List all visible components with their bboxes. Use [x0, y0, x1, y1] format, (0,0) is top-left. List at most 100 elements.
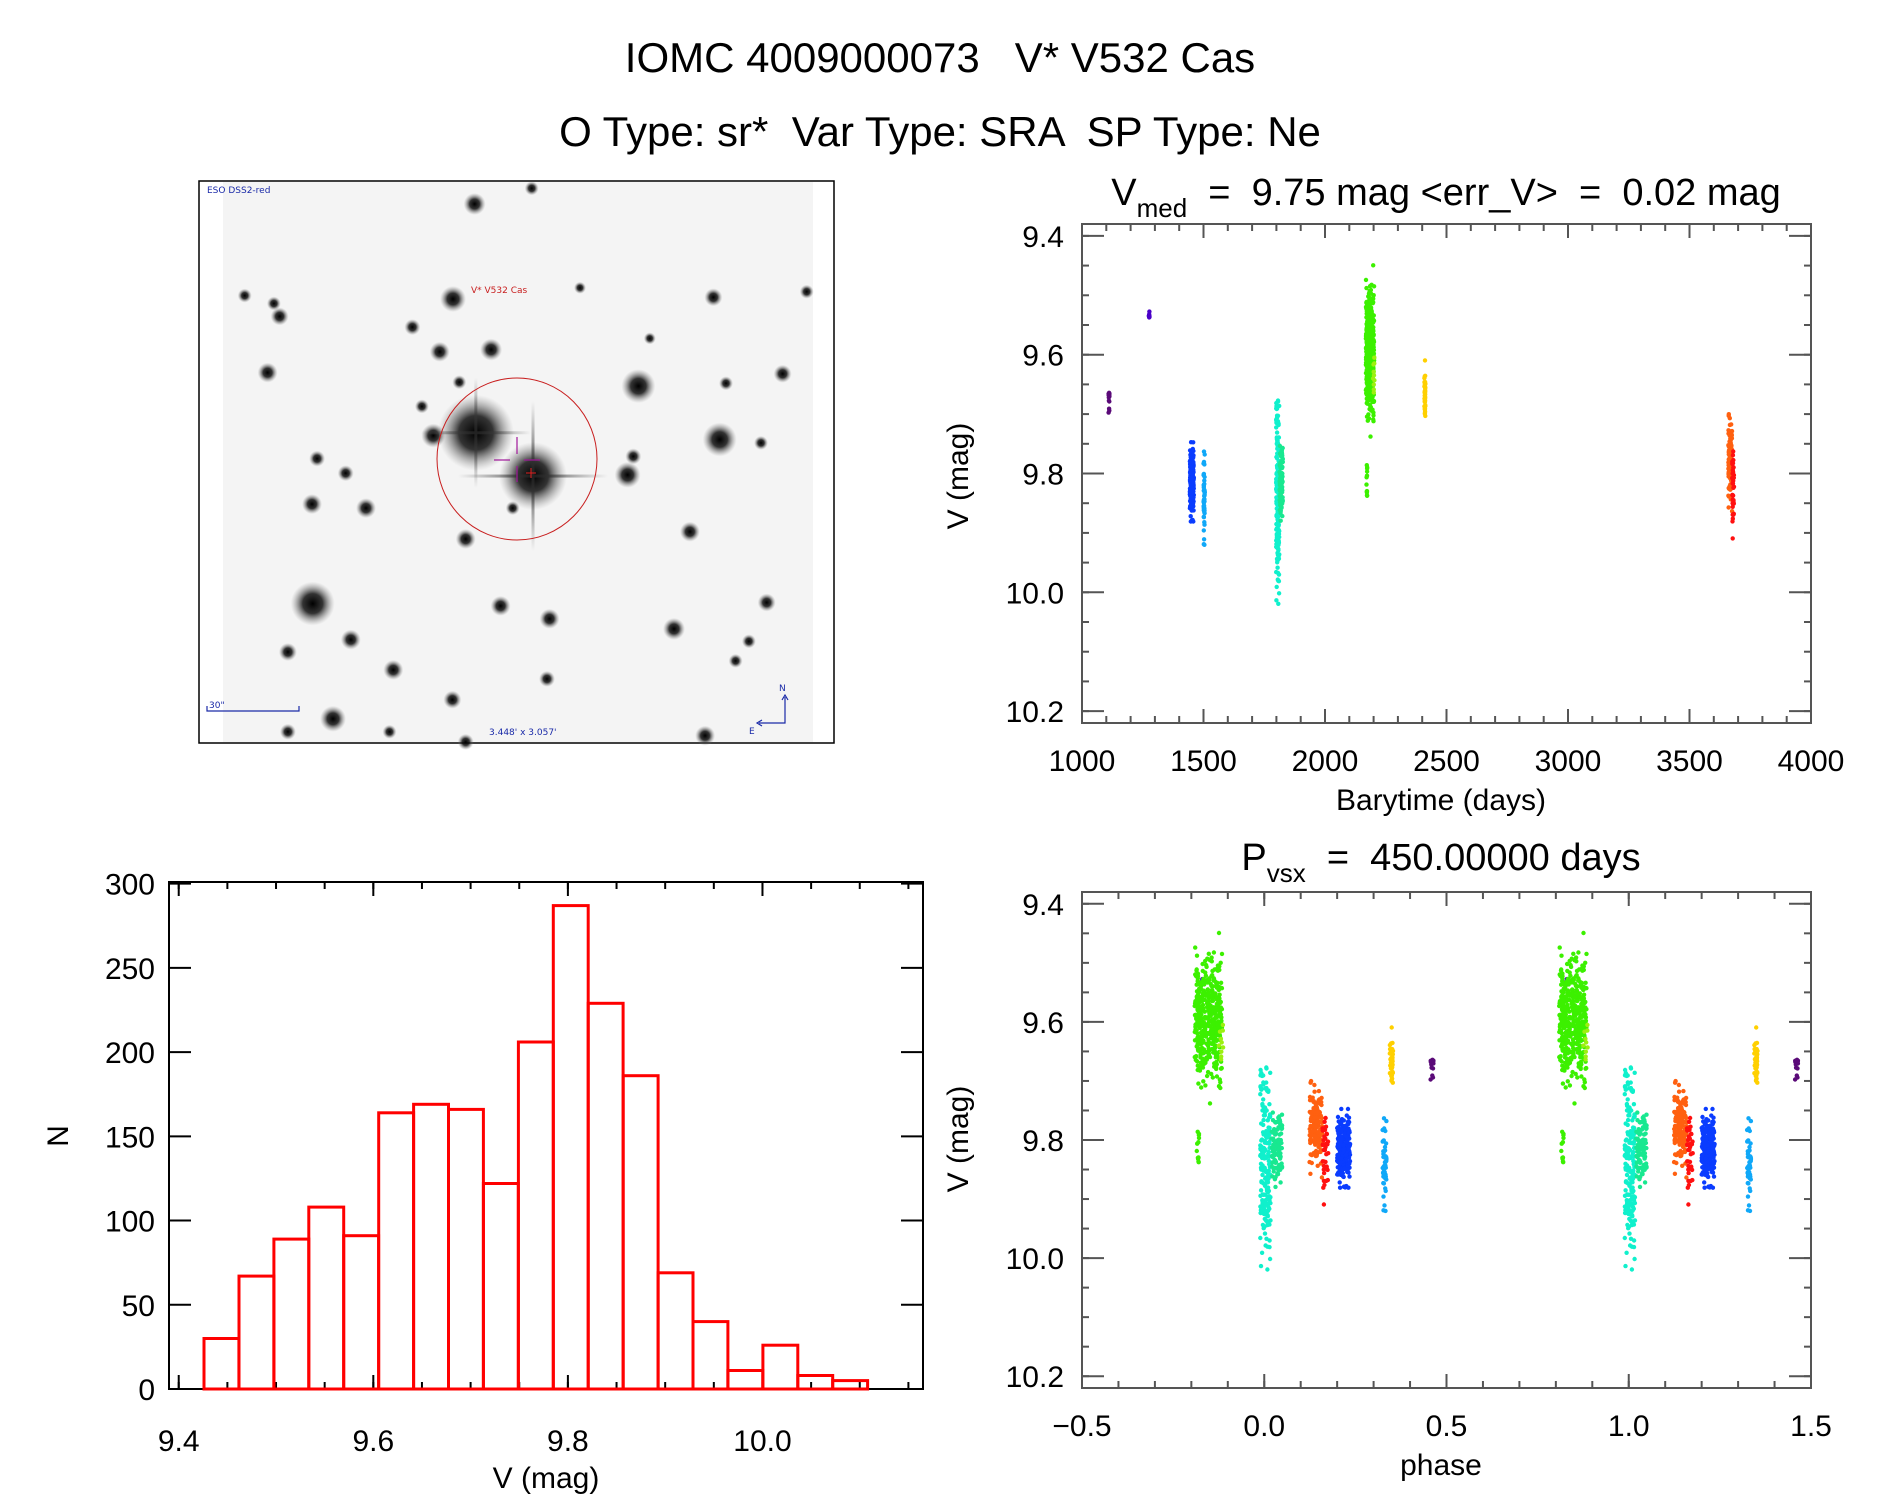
data-point: [1583, 960, 1588, 965]
star: [383, 659, 404, 680]
data-point: [1686, 1170, 1691, 1176]
data-point: [1188, 460, 1194, 465]
data-point: [1214, 1001, 1220, 1007]
y-tick-label: 9.4: [1022, 889, 1064, 922]
data-point: [1260, 1101, 1265, 1107]
data-point: [1562, 1052, 1568, 1057]
data-point: [1216, 930, 1222, 936]
data-point: [1198, 1052, 1203, 1057]
data-point: [1267, 1256, 1273, 1262]
data-point: [1642, 1145, 1647, 1150]
data-point: [1563, 1008, 1569, 1013]
data-point: [1218, 980, 1224, 985]
x-tick-label: 1.5: [1790, 1410, 1832, 1443]
data-point: [1631, 1238, 1637, 1243]
data-point: [1681, 1088, 1686, 1094]
data-point: [1676, 1089, 1682, 1094]
data-point: [1266, 1188, 1272, 1194]
data-point: [1210, 1075, 1216, 1080]
data-point: [1320, 1142, 1326, 1147]
histogram-bar: [656, 1271, 695, 1391]
data-point: [1575, 1075, 1580, 1080]
data-point: [1343, 1140, 1349, 1145]
data-point: [1672, 1126, 1677, 1132]
data-point: [1368, 290, 1373, 295]
data-point: [1380, 1170, 1386, 1176]
data-point: [1346, 1130, 1352, 1136]
data-point: [1622, 1073, 1628, 1078]
data-point: [1274, 454, 1279, 460]
data-point: [1189, 470, 1194, 476]
data-point: [1260, 1147, 1265, 1152]
data-point: [1730, 453, 1736, 458]
data-point: [1624, 1250, 1629, 1256]
data-point: [1565, 1079, 1571, 1084]
data-point: [1682, 1099, 1687, 1104]
data-point: [1258, 1263, 1264, 1269]
data-point: [1389, 1073, 1394, 1078]
data-point: [1195, 1155, 1201, 1161]
data-point: [1559, 953, 1564, 958]
data-point: [1710, 1146, 1716, 1152]
data-point: [1637, 1184, 1643, 1190]
data-point: [1214, 995, 1219, 1000]
target-circle: [436, 377, 598, 541]
data-point: [1195, 1063, 1201, 1068]
data-point: [1194, 982, 1199, 987]
data-point: [1202, 490, 1207, 495]
data-point: [1623, 1086, 1629, 1092]
data-point: [1731, 449, 1736, 454]
data-point: [1263, 1169, 1268, 1174]
data-point: [1276, 531, 1282, 537]
data-point: [1583, 1036, 1588, 1042]
data-point: [1703, 1156, 1709, 1161]
data-point: [1200, 1056, 1205, 1061]
data-point: [1730, 536, 1735, 541]
data-point: [1314, 1115, 1319, 1120]
star: [340, 629, 361, 650]
data-point: [1275, 565, 1280, 570]
data-point: [1680, 1137, 1686, 1142]
data-point: [1188, 514, 1193, 519]
star: [505, 501, 520, 516]
data-point: [1584, 1040, 1589, 1045]
data-point: [1210, 1041, 1215, 1047]
data-point: [1217, 967, 1222, 973]
star: [773, 364, 792, 383]
data-point: [1577, 991, 1583, 996]
data-point: [1341, 1174, 1346, 1180]
data-point: [1196, 1160, 1201, 1165]
y-tick-label: 50: [122, 1290, 155, 1323]
data-point: [1319, 1175, 1325, 1180]
data-point: [1570, 1069, 1575, 1075]
data-point: [1685, 1128, 1690, 1133]
data-point: [1211, 950, 1217, 955]
data-point: [1567, 1049, 1572, 1054]
data-point: [1262, 1105, 1268, 1110]
star: [429, 341, 450, 362]
data-point: [1623, 1121, 1628, 1126]
data-point: [1258, 1165, 1264, 1171]
phase-plot-xlabel: phase: [1400, 1449, 1482, 1482]
data-point: [1578, 1038, 1584, 1044]
data-point: [1567, 970, 1572, 975]
data-point: [1572, 1007, 1577, 1012]
data-point: [1710, 1185, 1716, 1190]
data-point: [1583, 980, 1588, 985]
data-point: [1201, 485, 1207, 490]
data-point: [1201, 515, 1207, 520]
histogram-bar: [237, 1274, 276, 1391]
data-point: [1383, 1174, 1389, 1179]
data-point: [1371, 284, 1377, 289]
data-point: [1389, 1025, 1394, 1030]
data-point: [1709, 1113, 1714, 1118]
y-tick-label: 250: [105, 953, 155, 986]
data-point: [1194, 1054, 1199, 1059]
data-point: [1267, 1141, 1272, 1146]
y-tick-label: 10.0: [1006, 1243, 1064, 1276]
data-point: [1308, 1116, 1314, 1122]
data-point: [1199, 1008, 1204, 1013]
data-point: [1208, 1035, 1214, 1041]
data-point: [1569, 1015, 1574, 1020]
y-tick-label: 0: [138, 1374, 155, 1407]
